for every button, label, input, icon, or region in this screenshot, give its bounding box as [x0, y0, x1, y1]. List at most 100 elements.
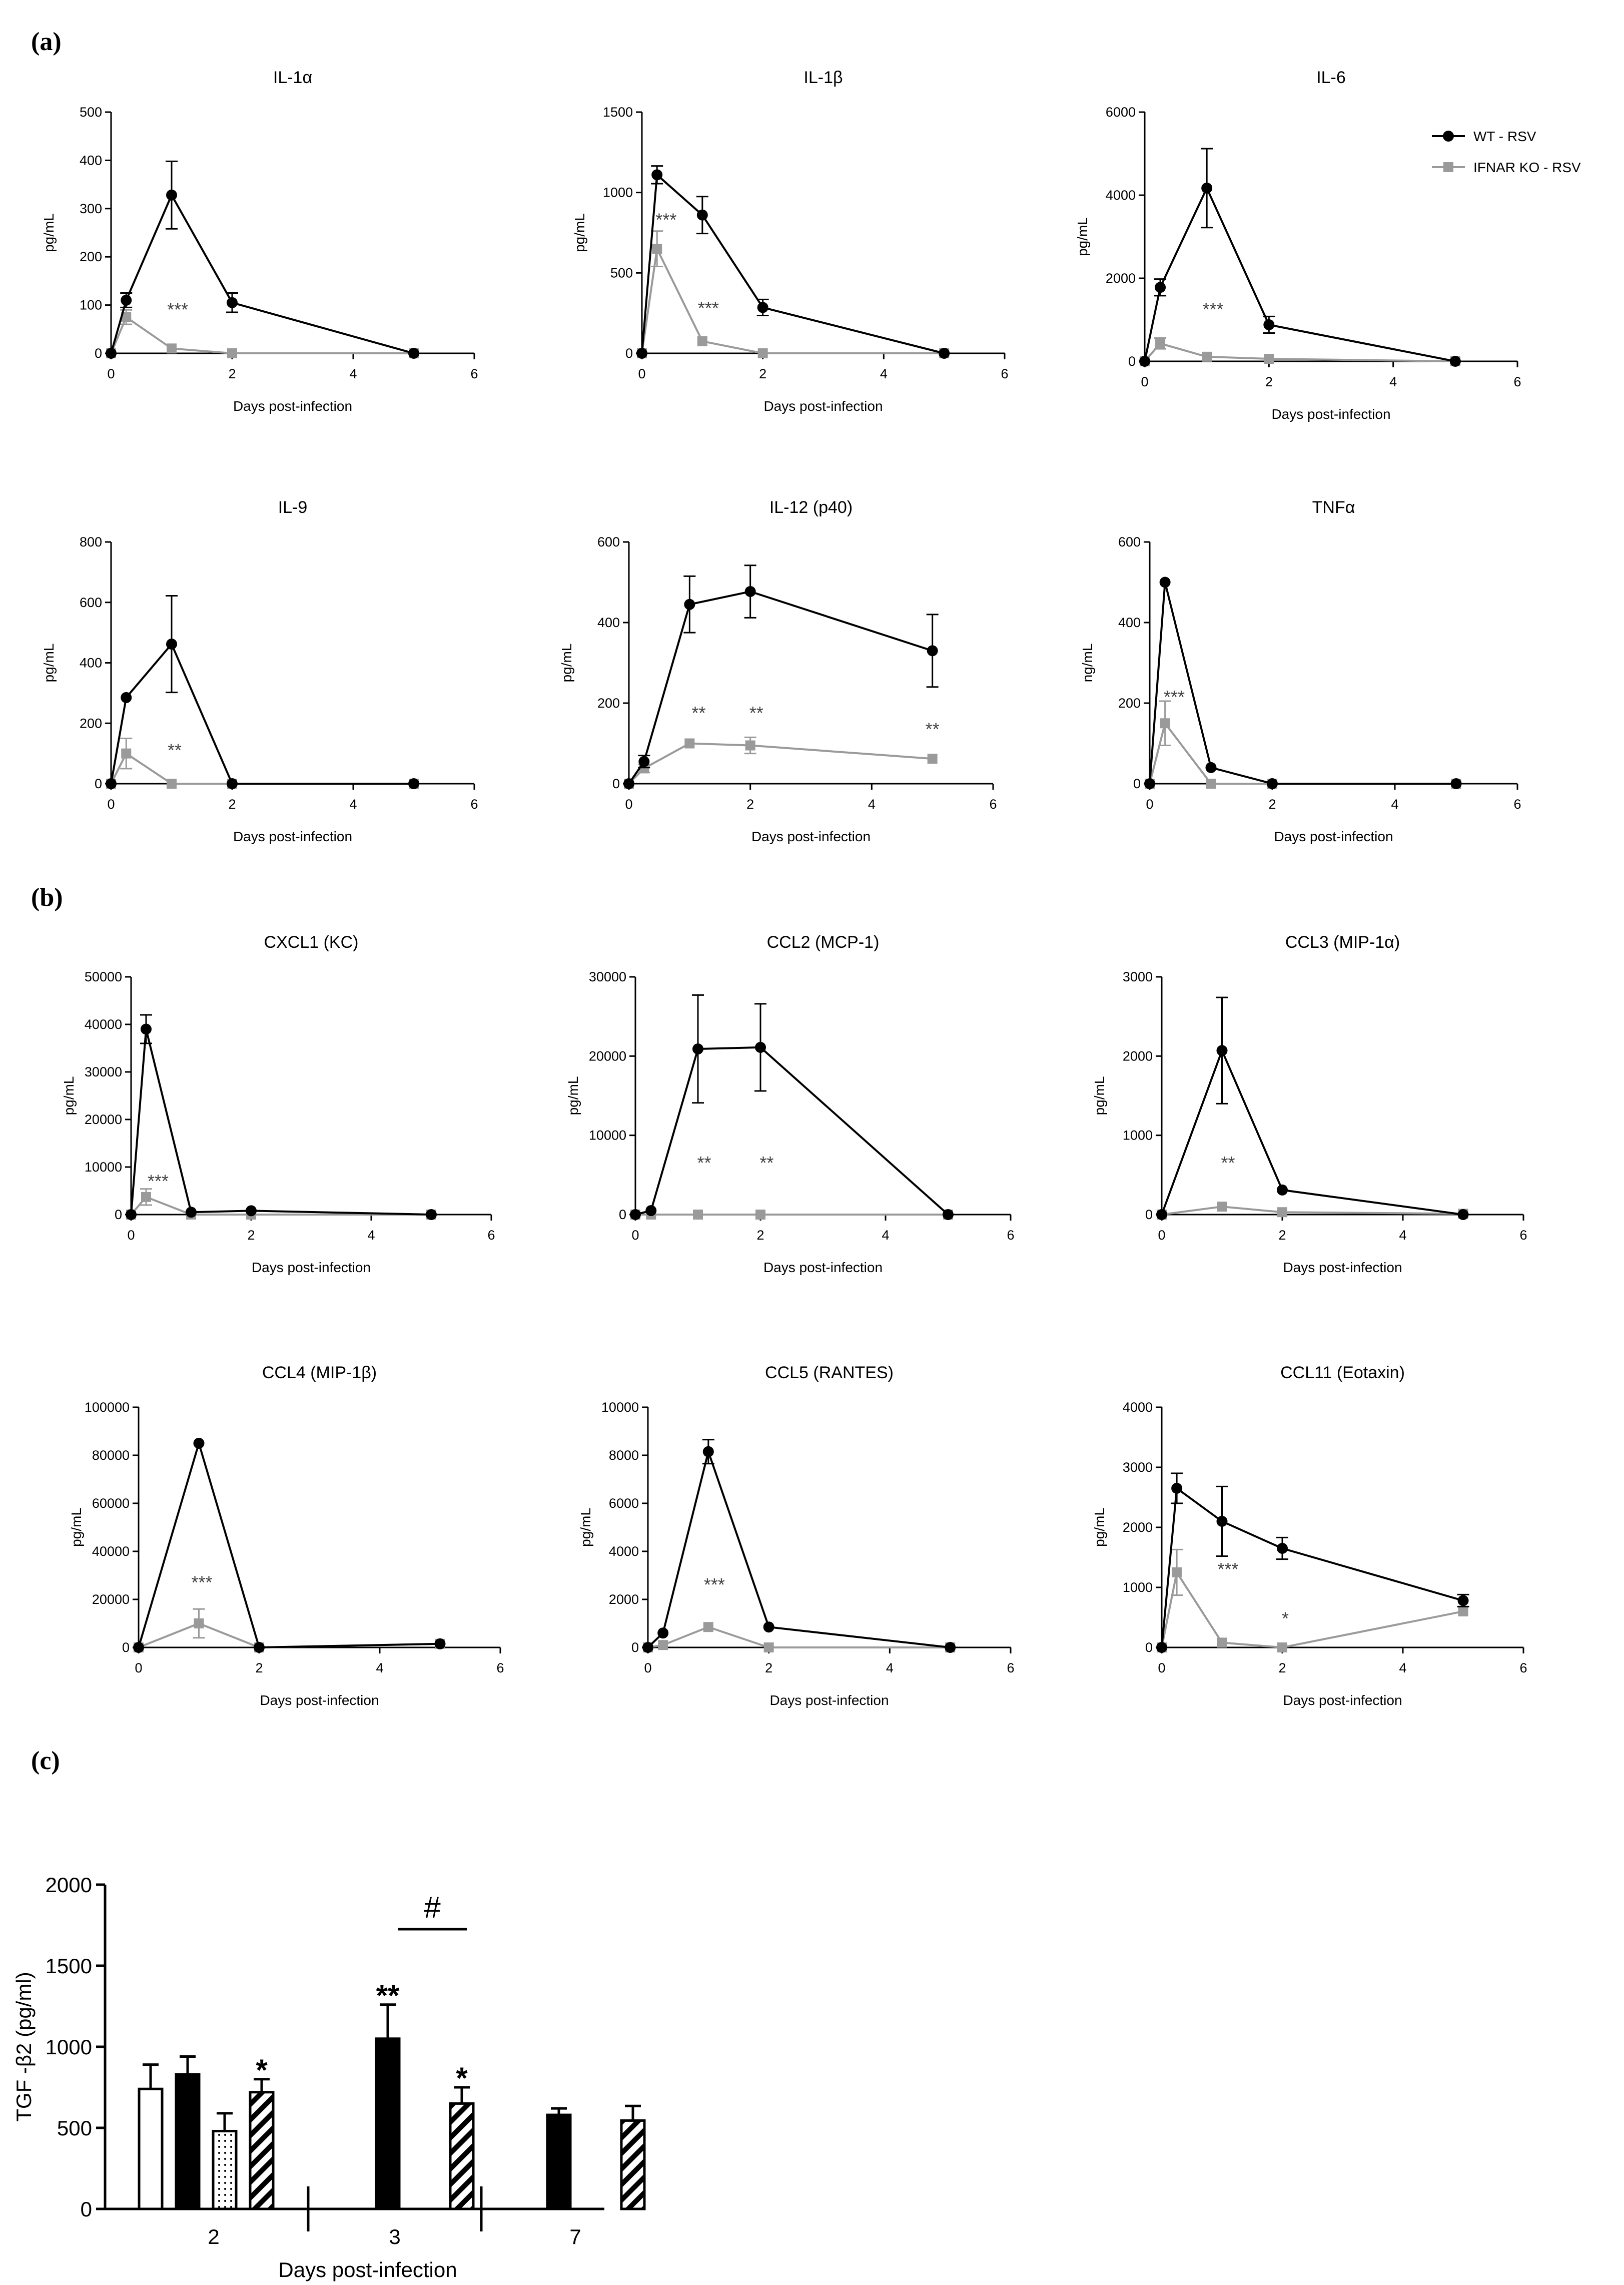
series-wt-rsv — [636, 165, 950, 359]
bar-day7-filled — [546, 2107, 572, 2210]
y-tick-label: 400 — [80, 656, 102, 671]
data-point — [1156, 1642, 1167, 1653]
y-tick-label: 1500 — [603, 105, 633, 120]
series-line — [641, 173, 945, 354]
data-point — [1263, 319, 1275, 330]
x-axis-label: Days post-infection — [278, 2258, 457, 2281]
series-wt-rsv — [1144, 577, 1462, 789]
series-wt-rsv — [106, 595, 419, 789]
legend-label: IFNAR KO - RSV — [1473, 160, 1581, 175]
y-tick-label: 500 — [610, 265, 633, 280]
x-tick-label: 2 — [255, 1660, 263, 1675]
chart-title: CXCL1 (KC) — [264, 933, 359, 952]
y-axis-label: ng/mL — [1080, 644, 1095, 683]
data-point — [408, 778, 419, 789]
x-tick-label: 3 — [389, 2225, 400, 2248]
y-tick-label: 4000 — [609, 1544, 639, 1559]
x-tick-label: 0 — [1146, 797, 1153, 812]
data-point — [1267, 778, 1278, 789]
y-tick-label: 40000 — [85, 1017, 122, 1032]
chart-ccl5-rantes: CCL5 (RANTES) 0 2000 4000 6000 8000 10000 0 2 4 6 D… — [578, 1363, 1015, 1708]
y-tick-label: 0 — [619, 1207, 626, 1222]
data-point — [1155, 282, 1166, 293]
x-axis-label: Days post-infection — [769, 1692, 889, 1708]
bar-day2-hatched — [249, 2078, 275, 2210]
x-tick-label: 6 — [470, 797, 478, 812]
x-tick-label: 0 — [135, 1660, 142, 1675]
significance-marker: *** — [167, 299, 188, 320]
x-tick-label: 0 — [107, 797, 115, 812]
significance-marker: ** — [926, 719, 940, 739]
y-tick-label: 0 — [612, 776, 620, 791]
data-point — [692, 1043, 703, 1055]
series-wt-rsv — [630, 994, 954, 1220]
chart-ccl4-mip-1b: CCL4 (MIP-1β) 0 20000 40000 60000 80000 100000… — [69, 1363, 504, 1708]
data-point — [697, 336, 707, 346]
data-point — [684, 599, 695, 610]
significance-marker: ** — [1221, 1153, 1235, 1173]
data-point — [227, 348, 237, 358]
series-ifnar-ko-rsv — [643, 1622, 956, 1652]
y-axis-label: pg/mL — [41, 644, 57, 683]
data-point — [1216, 1516, 1228, 1527]
x-tick-label: 0 — [107, 366, 115, 381]
series-ifnar-ko-rsv — [630, 1210, 953, 1220]
y-tick-label: 0 — [122, 1640, 130, 1655]
series-line — [138, 1439, 440, 1649]
series-ifnar-ko-rsv — [1145, 700, 1461, 789]
y-tick-label: 6000 — [1106, 105, 1136, 120]
data-point — [638, 756, 650, 767]
data-point — [426, 1209, 437, 1220]
chart-il-1a: IL-1α 0 100 200 300 400 500 0 2 4 6 Days post-infec… — [41, 68, 478, 414]
series-line — [130, 1029, 432, 1216]
x-tick-label: 2 — [759, 366, 766, 381]
bar-day2-filled — [175, 2055, 201, 2210]
panel-label-b: (b) — [31, 883, 63, 912]
series-wt-rsv — [1156, 996, 1469, 1220]
x-tick-label: 2 — [746, 797, 754, 812]
series-wt-rsv — [126, 1014, 437, 1220]
x-tick-label: 2 — [228, 366, 236, 381]
data-point — [1450, 778, 1462, 789]
y-tick-label: 100 — [80, 298, 102, 313]
x-tick-label: 4 — [367, 1228, 375, 1243]
significance-marker: *** — [704, 1574, 725, 1595]
significance-marker: * — [1282, 1608, 1289, 1628]
y-axis-label: pg/mL — [61, 1076, 77, 1115]
significance-marker: *** — [655, 209, 676, 230]
data-point — [630, 1209, 641, 1220]
x-tick-label: 2 — [765, 1660, 772, 1675]
y-axis-label: pg/mL — [41, 213, 57, 252]
data-point — [757, 348, 768, 358]
data-point — [1139, 356, 1150, 367]
series-ifnar-ko-rsv — [1157, 1548, 1468, 1652]
data-point — [408, 348, 419, 359]
chart-title: CCL5 (RANTES) — [765, 1363, 894, 1382]
series-line — [1161, 1569, 1463, 1649]
data-point — [744, 586, 756, 598]
y-tick-label: 500 — [80, 105, 102, 120]
panel-label-c: (c) — [31, 1747, 60, 1775]
y-tick-label: 200 — [80, 716, 102, 731]
legend-label: WT - RSV — [1473, 129, 1536, 144]
y-tick-label: 4000 — [1123, 1400, 1153, 1415]
x-tick-label: 0 — [1158, 1660, 1165, 1675]
y-tick-label: 0 — [1145, 1640, 1153, 1655]
series-ifnar-ko-rsv — [637, 230, 950, 358]
y-tick-label: 1000 — [1123, 1580, 1153, 1595]
y-tick-label: 400 — [80, 153, 102, 168]
x-tick-label: 0 — [644, 1660, 651, 1675]
y-tick-label: 20000 — [589, 1048, 626, 1063]
series-line — [110, 752, 414, 785]
series-ifnar-ko-rsv — [1157, 1202, 1468, 1220]
series-line — [110, 642, 414, 785]
y-tick-label: 2000 — [609, 1592, 639, 1607]
y-tick-label: 400 — [1118, 615, 1141, 630]
data-point — [642, 1642, 653, 1653]
series-line — [647, 1448, 951, 1648]
series-wt-rsv — [133, 1438, 446, 1653]
significance-marker: *** — [698, 298, 719, 318]
data-point — [927, 754, 938, 764]
data-point — [434, 1638, 446, 1649]
y-tick-label: 0 — [95, 346, 102, 361]
